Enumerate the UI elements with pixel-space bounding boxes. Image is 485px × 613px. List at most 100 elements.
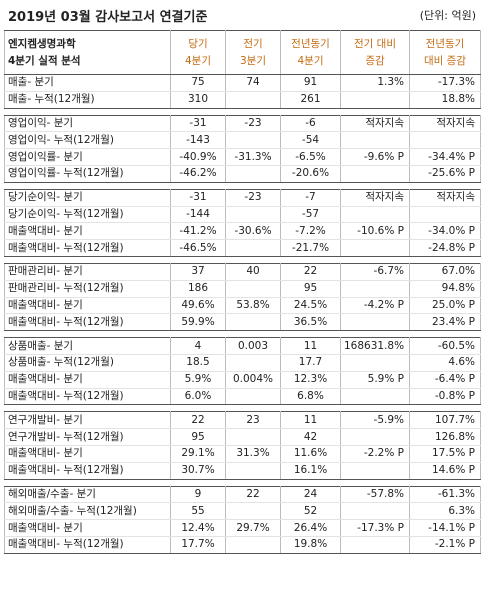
qoq-change-value	[340, 280, 410, 298]
row-label: 매출액대비- 분기	[4, 371, 171, 389]
year-ago-value: -7.2%	[280, 222, 341, 241]
report-header: 2019년 03월 감사보고서 연결기준 (단위: 억원)	[0, 0, 485, 30]
year-ago-value: -20.6%	[280, 165, 341, 183]
table-row: 해외매출/수출- 분기 9 22 24 -57.8% -61.3%	[4, 485, 481, 504]
qoq-change-value	[340, 313, 410, 332]
year-ago-value: 11.6%	[280, 445, 341, 463]
table-row: 상품매출- 분기 4 0.003 11 168631.8% -60.5%	[4, 337, 481, 355]
header-previous: 전기 3분기	[225, 30, 281, 75]
yoy-change-value: -6.4% P	[409, 371, 481, 389]
spacer-cell	[281, 405, 341, 412]
previous-quarter-value: -23	[225, 188, 281, 207]
previous-quarter-value: 31.3%	[225, 445, 281, 463]
row-label: 당기순이익- 분기	[4, 188, 171, 207]
spacer-cell	[341, 331, 410, 338]
spacer-cell	[5, 108, 171, 115]
spacer-cell	[410, 256, 481, 263]
unit-label: (단위: 억원)	[419, 9, 476, 22]
table-row: 매출액대비- 누적(12개월) 17.7% 19.8% -2.1% P	[4, 536, 481, 554]
spacer-cell	[5, 405, 171, 412]
yoy-change-value: 23.4% P	[409, 313, 481, 332]
group-spacer	[5, 405, 481, 412]
spacer-cell	[410, 405, 481, 412]
spacer-cell	[410, 479, 481, 486]
yoy-change-value: 25.0% P	[409, 297, 481, 315]
previous-quarter-value	[225, 502, 281, 521]
year-ago-value: 24.5%	[280, 297, 341, 315]
row-label: 해외매출/수출- 분기	[4, 485, 171, 504]
year-ago-value: 11	[280, 411, 341, 430]
earnings-table: 엔지켐생명과학 4분기 실적 분석 당기 4분기 전기 3분기 전년동기 4분기 전기 …	[4, 30, 481, 554]
qoq-change-value	[340, 239, 410, 257]
row-label: 당기순이익- 누적(12개월)	[4, 206, 171, 224]
yoy-change-value: -24.8% P	[409, 239, 481, 257]
row-label: 매출액대비- 누적(12개월)	[4, 239, 171, 257]
spacer-cell	[281, 479, 341, 486]
row-label: 판매관리비- 분기	[4, 262, 171, 281]
yoy-change-value: 6.3%	[409, 502, 481, 521]
spacer-cell	[341, 256, 410, 263]
spacer-cell	[5, 256, 171, 263]
qoq-change-value: -4.2% P	[340, 297, 410, 315]
current-quarter-value: 29.1%	[170, 445, 226, 463]
table-row: 판매관리비- 누적(12개월) 186 95 94.8%	[4, 280, 481, 298]
spacer-cell	[171, 182, 226, 189]
previous-quarter-value	[225, 462, 281, 480]
yoy-change-value: 4.6%	[409, 354, 481, 372]
current-quarter-value: 4	[170, 337, 226, 355]
table-row: 매출- 누적(12개월) 310 261 18.8%	[4, 91, 481, 109]
spacer-cell	[281, 108, 341, 115]
qoq-change-value: -10.6% P	[340, 222, 410, 241]
header-current: 당기 4분기	[170, 30, 226, 75]
spacer-cell	[226, 405, 281, 412]
current-quarter-value: 22	[170, 411, 226, 430]
previous-quarter-value: 53.8%	[225, 297, 281, 315]
row-label: 매출액대비- 누적(12개월)	[4, 313, 171, 332]
row-label: 영업이익률- 분기	[4, 148, 171, 166]
row-label: 매출액대비- 누적(12개월)	[4, 536, 171, 554]
yoy-change-value	[409, 206, 481, 224]
current-quarter-value: -46.2%	[170, 165, 226, 183]
current-quarter-value: 30.7%	[170, 462, 226, 480]
year-ago-value: 16.1%	[280, 462, 341, 480]
current-quarter-value: 95	[170, 428, 226, 446]
table-row: 매출액대비- 분기 5.9% 0.004% 12.3% 5.9% P -6.4% P	[4, 371, 481, 389]
current-quarter-value: 55	[170, 502, 226, 521]
spacer-cell	[226, 182, 281, 189]
row-label: 매출액대비- 누적(12개월)	[4, 388, 171, 406]
year-ago-value: 42	[280, 428, 341, 446]
previous-quarter-value: -30.6%	[225, 222, 281, 241]
header-qoq-change: 전기 대비 증감	[340, 30, 410, 75]
qoq-change-value: -5.9%	[340, 411, 410, 430]
qoq-change-value	[340, 462, 410, 480]
current-quarter-value: 59.9%	[170, 313, 226, 332]
spacer-cell	[5, 182, 171, 189]
table-row: 영업이익- 분기 -31 -23 -6 적자지속 적자지속	[4, 114, 481, 133]
row-label: 매출액대비- 분기	[4, 519, 171, 537]
previous-quarter-value: 74	[225, 74, 281, 92]
current-quarter-value: 6.0%	[170, 388, 226, 406]
qoq-change-value: -6.7%	[340, 262, 410, 281]
yoy-change-value: -34.0% P	[409, 222, 481, 241]
previous-quarter-value	[225, 239, 281, 257]
table-row: 당기순이익- 누적(12개월) -144 -57	[4, 206, 481, 224]
spacer-cell	[410, 182, 481, 189]
current-quarter-value: 17.7%	[170, 536, 226, 554]
current-quarter-value: -143	[170, 131, 226, 150]
previous-quarter-value: 0.003	[225, 337, 281, 355]
spacer-cell	[341, 479, 410, 486]
current-quarter-value: 49.6%	[170, 297, 226, 315]
header-year-ago: 전년동기 4분기	[280, 30, 341, 75]
group-spacer	[5, 182, 481, 189]
previous-quarter-value	[225, 91, 281, 109]
year-ago-value: 36.5%	[280, 313, 341, 332]
year-ago-value: 6.8%	[280, 388, 341, 406]
qoq-change-value: 1.3%	[340, 74, 410, 92]
row-label: 판매관리비- 누적(12개월)	[4, 280, 171, 298]
previous-quarter-value	[225, 428, 281, 446]
current-quarter-value: 75	[170, 74, 226, 92]
qoq-change-value: 적자지속	[340, 114, 410, 133]
yoy-change-value	[409, 131, 481, 150]
spacer-cell	[341, 182, 410, 189]
previous-quarter-value: -31.3%	[225, 148, 281, 166]
